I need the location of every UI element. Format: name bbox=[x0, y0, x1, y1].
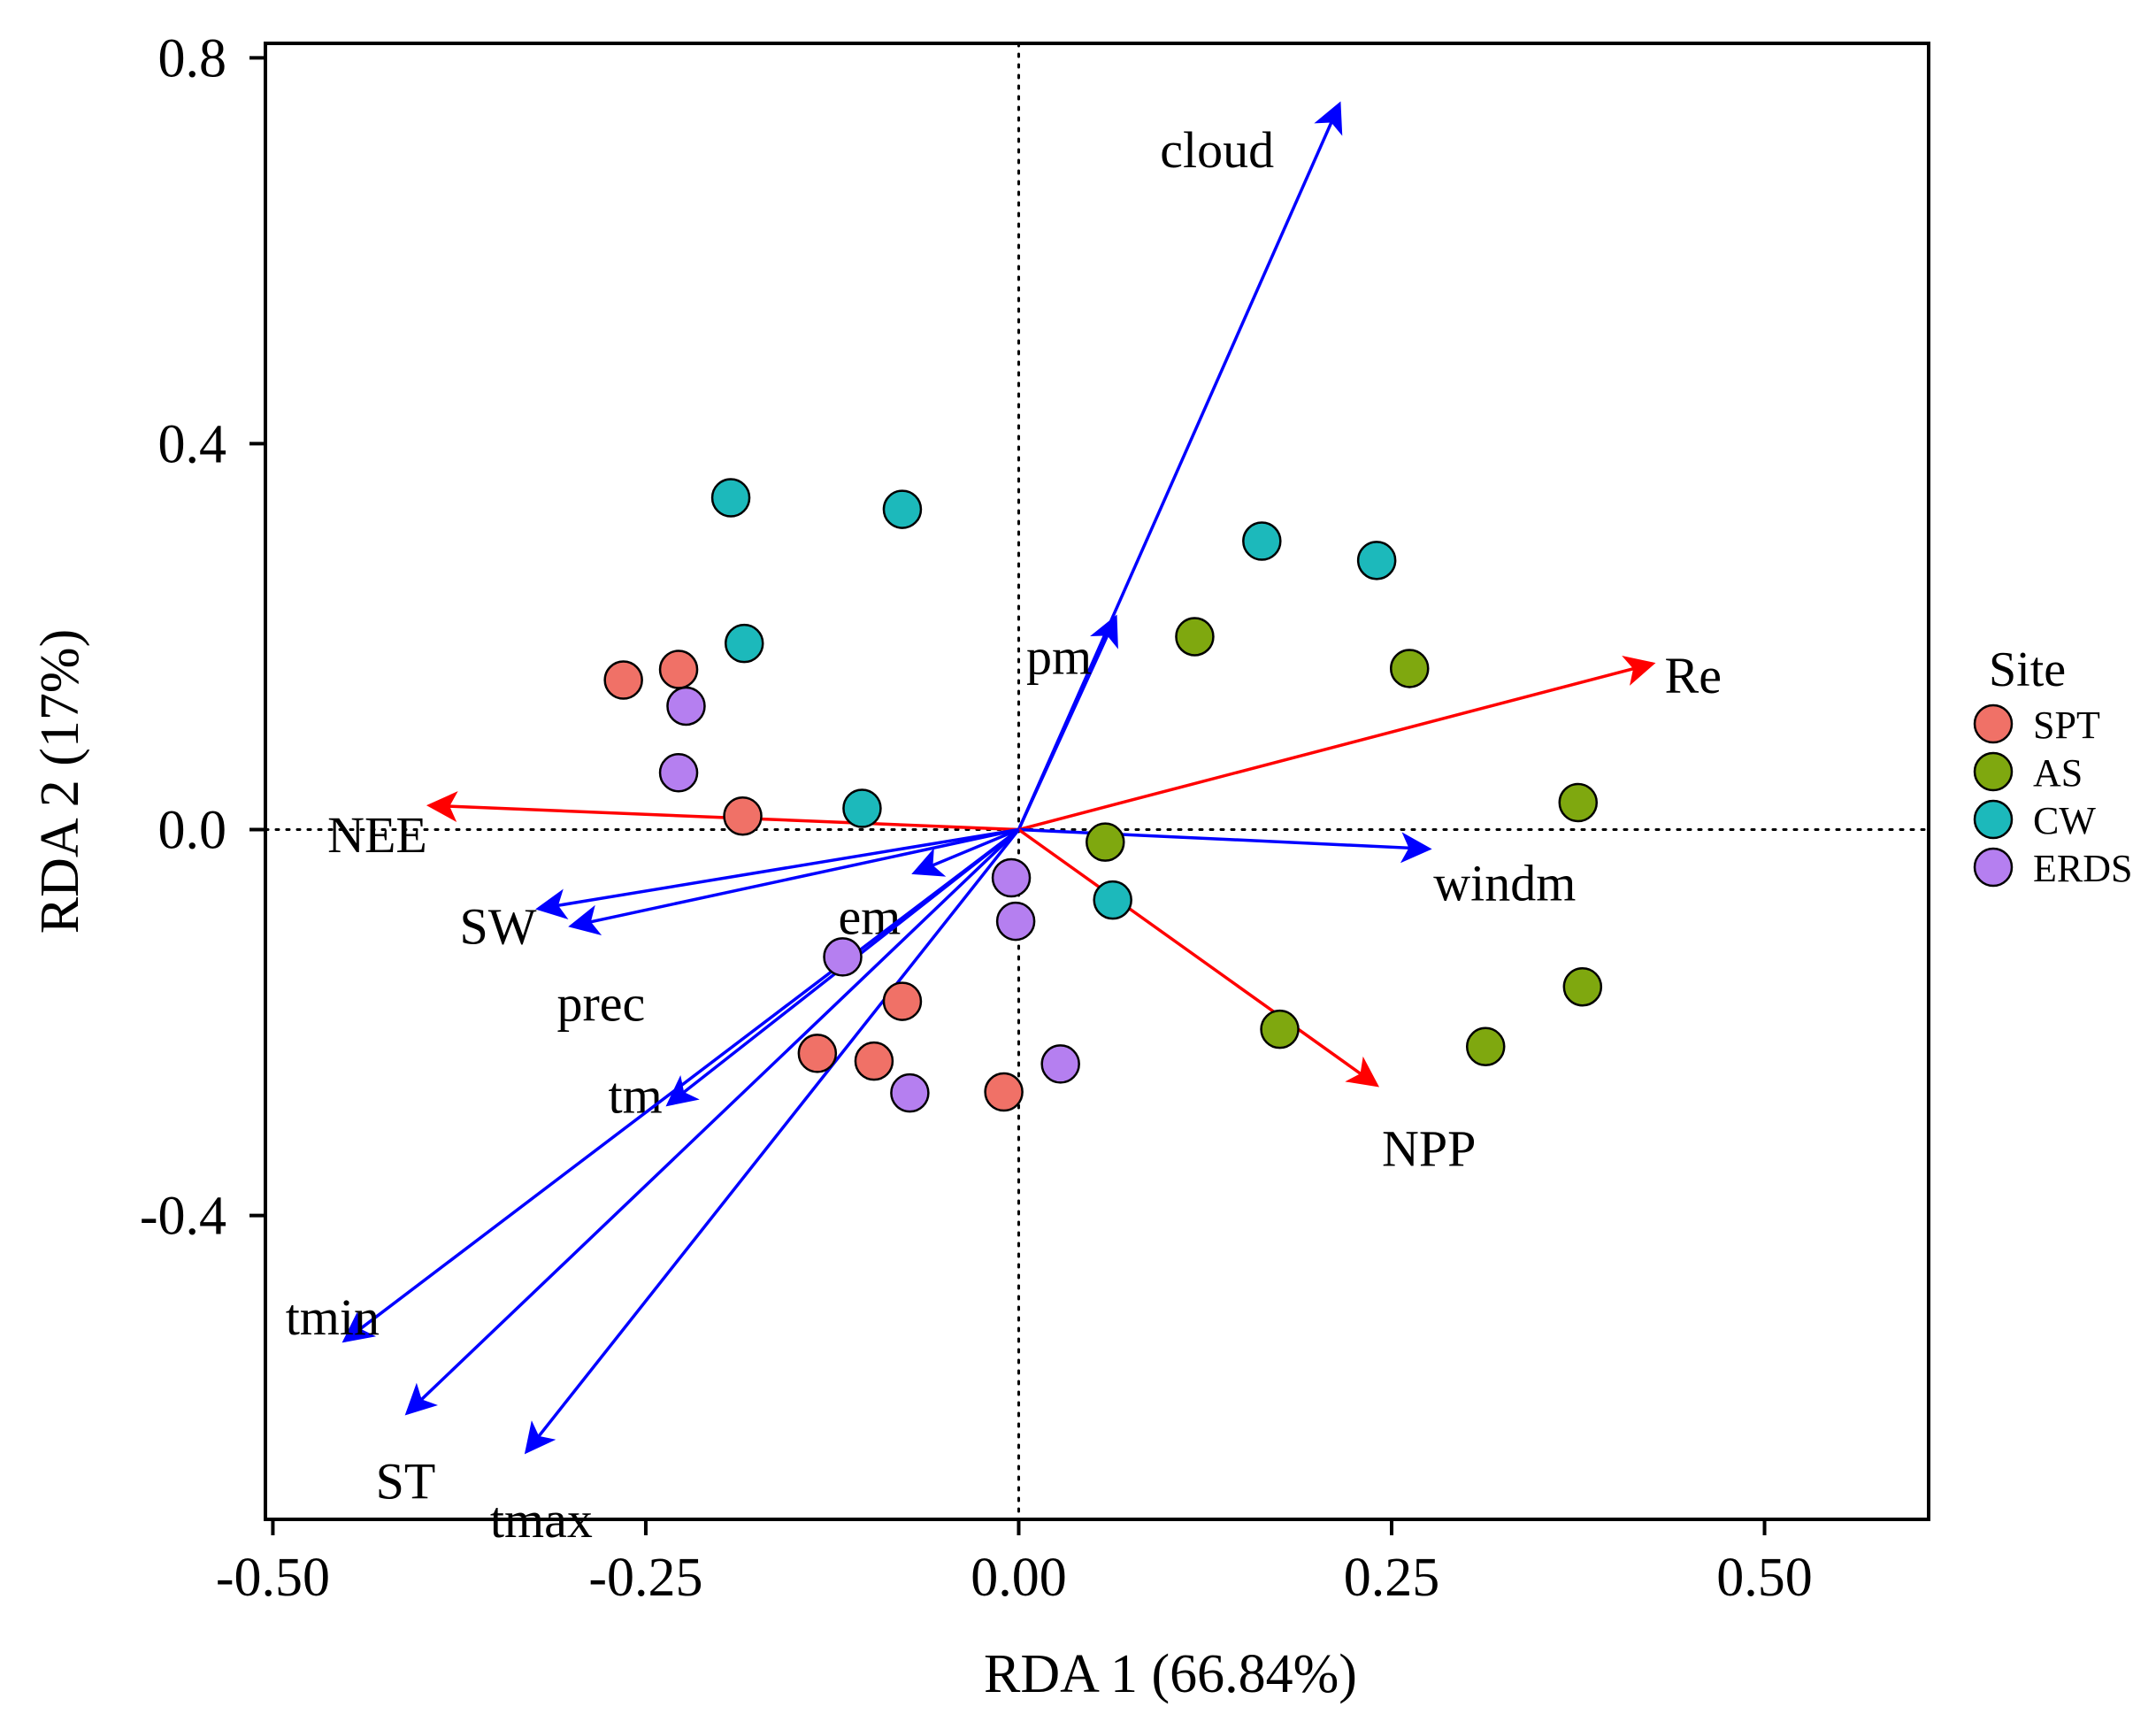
point-spt bbox=[797, 1034, 838, 1073]
point-erds bbox=[658, 752, 699, 793]
vector-label-tm: tm bbox=[609, 1066, 663, 1124]
legend-label-spt: SPT bbox=[2033, 703, 2100, 747]
point-as bbox=[1465, 1026, 1506, 1067]
vector-pm bbox=[1017, 614, 1118, 831]
point-cw bbox=[882, 489, 923, 529]
x-axis-title: RDA 1 (66.84%) bbox=[984, 1644, 1357, 1704]
point-as bbox=[1562, 966, 1603, 1007]
vector-arrows: cloud pm Re windm NPP NEE SW prec em tm tmin ST tmax bbox=[286, 101, 1722, 1549]
y-axis-title: RDA 2 (17%) bbox=[30, 629, 90, 934]
y-tick-label: 0.4 bbox=[158, 414, 227, 474]
site-points bbox=[603, 478, 1603, 1113]
point-spt bbox=[984, 1072, 1024, 1112]
x-axis: -0.50 -0.25 0.00 0.25 0.50 bbox=[216, 1519, 1813, 1608]
point-as bbox=[1558, 782, 1599, 823]
x-tick-label: -0.50 bbox=[216, 1548, 330, 1608]
point-cw bbox=[842, 788, 882, 828]
y-tick-label: -0.4 bbox=[140, 1187, 226, 1247]
vector-label-nee: NEE bbox=[327, 806, 427, 864]
y-axis: -0.4 0.0 0.4 0.8 bbox=[140, 28, 265, 1247]
vector-tmin bbox=[341, 828, 1020, 1343]
point-spt bbox=[723, 796, 763, 836]
vector-label-npp: NPP bbox=[1382, 1119, 1476, 1177]
point-spt bbox=[854, 1041, 894, 1081]
vector-label-sw: SW bbox=[460, 898, 537, 956]
vector-st bbox=[404, 828, 1020, 1416]
vector-label-re: Re bbox=[1665, 647, 1722, 704]
point-cw bbox=[710, 478, 751, 518]
vector-prec bbox=[568, 827, 1019, 935]
point-as bbox=[1175, 617, 1215, 657]
legend-title: Site bbox=[1989, 642, 2066, 697]
point-cw bbox=[724, 623, 764, 664]
x-tick-label: 0.25 bbox=[1344, 1548, 1440, 1608]
point-erds bbox=[995, 901, 1036, 942]
point-erds bbox=[991, 857, 1032, 898]
y-tick-label: 0.8 bbox=[158, 28, 227, 88]
vector-label-em: em bbox=[838, 888, 901, 946]
vector-label-prec: prec bbox=[556, 975, 645, 1033]
x-tick-label: 0.50 bbox=[1716, 1548, 1813, 1608]
point-as bbox=[1389, 649, 1430, 688]
vector-re bbox=[1018, 656, 1656, 832]
plot-panel bbox=[264, 42, 1930, 1521]
vector-sw bbox=[535, 827, 1019, 920]
point-spt bbox=[882, 981, 923, 1021]
vector-label-tmax: tmax bbox=[490, 1491, 593, 1549]
x-tick-label: -0.25 bbox=[588, 1548, 702, 1608]
vector-label-cloud: cloud bbox=[1160, 121, 1274, 179]
vector-tmax bbox=[524, 828, 1020, 1455]
point-cw bbox=[1242, 521, 1282, 561]
vector-label-windm: windm bbox=[1433, 854, 1576, 911]
vector-windm bbox=[1018, 827, 1432, 864]
point-spt bbox=[658, 650, 699, 689]
legend-label-cw: CW bbox=[2033, 799, 2096, 842]
vector-label-pm: pm bbox=[1026, 627, 1092, 685]
vector-label-st: ST bbox=[376, 1452, 436, 1510]
vector-label-tmin: tmin bbox=[286, 1288, 380, 1346]
legend-label-as: AS bbox=[2033, 751, 2083, 795]
vector-npp bbox=[1017, 828, 1379, 1088]
point-cw bbox=[1356, 541, 1397, 580]
point-as bbox=[1086, 822, 1125, 862]
legend-key-erds bbox=[1973, 847, 2014, 888]
legend-key-as bbox=[1973, 751, 2014, 792]
legend-label-erds: ERDS bbox=[2033, 847, 2132, 890]
legend-key-spt bbox=[1973, 703, 2014, 744]
point-spt bbox=[603, 660, 643, 700]
point-erds bbox=[890, 1072, 930, 1113]
vector-cloud bbox=[1017, 101, 1343, 831]
vector-em bbox=[911, 827, 1020, 877]
point-as bbox=[1260, 1009, 1300, 1049]
point-erds bbox=[1040, 1044, 1080, 1084]
point-cw bbox=[1093, 880, 1132, 920]
y-tick-label: 0.0 bbox=[158, 801, 227, 861]
legend-key-cw bbox=[1973, 799, 2014, 840]
point-erds bbox=[823, 937, 863, 977]
point-erds bbox=[666, 686, 706, 726]
x-tick-label: 0.00 bbox=[971, 1548, 1067, 1608]
